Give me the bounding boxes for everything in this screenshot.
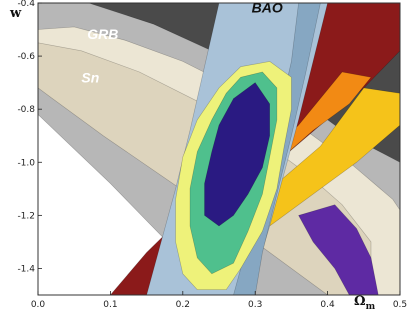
y-tick-label: -0.6 [17, 52, 35, 62]
x-axis-title-main: Ω [354, 294, 366, 309]
x-tick-label: 0.3 [248, 300, 262, 310]
label-grb: GRB [87, 26, 118, 42]
label-sn: Sn [81, 70, 99, 86]
x-axis-title-subscript: m [366, 302, 376, 312]
region-combined [175, 61, 292, 291]
y-axis-title: w [9, 6, 22, 21]
cmb-contour-4 [298, 204, 379, 295]
x-axis-title: Ωm [354, 294, 376, 312]
x-tick-label: 0.4 [320, 300, 335, 310]
y-tick-label: -1.4 [17, 265, 35, 275]
x-tick-label: 0.1 [103, 300, 117, 310]
combined-contour-3 [204, 82, 271, 227]
y-tick-label: -0.8 [17, 105, 35, 115]
x-tick-label: 0.5 [393, 300, 407, 310]
label-cmb: CMB [74, 259, 106, 275]
label-bao: BAO [252, 0, 283, 15]
y-tick-label: -0.4 [17, 0, 35, 9]
x-tick-label: 0.0 [31, 300, 46, 310]
y-tick-label: -1.2 [17, 211, 35, 221]
y-tick-label: -1.0 [17, 158, 35, 168]
x-tick-label: 0.2 [176, 300, 190, 310]
plot-frame [37, 2, 401, 296]
